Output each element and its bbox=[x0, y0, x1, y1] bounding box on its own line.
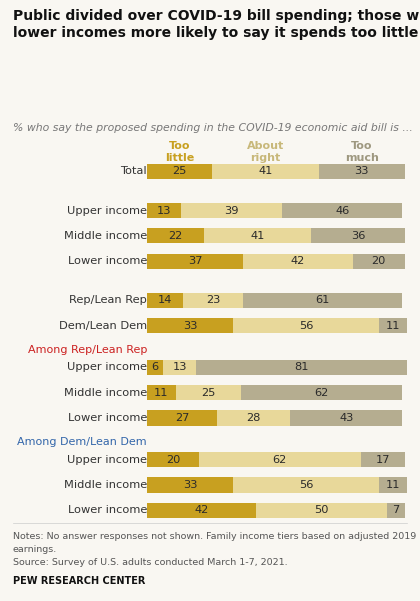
Text: Middle income: Middle income bbox=[64, 231, 147, 241]
Text: 39: 39 bbox=[224, 206, 239, 216]
Text: Rep/Lean Rep: Rep/Lean Rep bbox=[69, 295, 147, 305]
Bar bbox=[311, 228, 405, 243]
Text: 41: 41 bbox=[258, 166, 273, 177]
Bar bbox=[233, 477, 379, 493]
Text: 33: 33 bbox=[354, 166, 369, 177]
Text: 43: 43 bbox=[339, 413, 353, 423]
Text: 50: 50 bbox=[314, 505, 329, 515]
Bar bbox=[241, 385, 402, 400]
Bar bbox=[147, 502, 256, 518]
Bar bbox=[147, 318, 233, 333]
Text: 13: 13 bbox=[157, 206, 171, 216]
Text: 42: 42 bbox=[194, 505, 209, 515]
Bar bbox=[199, 452, 360, 467]
Text: Upper income: Upper income bbox=[67, 206, 147, 216]
Bar bbox=[147, 228, 204, 243]
Bar bbox=[386, 502, 405, 518]
Text: 41: 41 bbox=[250, 231, 265, 241]
Bar bbox=[147, 203, 181, 218]
Bar bbox=[217, 410, 290, 426]
Bar bbox=[243, 254, 353, 269]
Text: Total: Total bbox=[120, 166, 147, 177]
Bar bbox=[212, 164, 319, 179]
Bar bbox=[256, 502, 386, 518]
Bar bbox=[147, 452, 199, 467]
Text: 42: 42 bbox=[291, 256, 305, 266]
Bar bbox=[282, 203, 402, 218]
Text: 7: 7 bbox=[392, 505, 399, 515]
Bar bbox=[181, 203, 282, 218]
Text: 37: 37 bbox=[188, 256, 202, 266]
Text: 56: 56 bbox=[299, 321, 313, 331]
Text: 20: 20 bbox=[166, 455, 180, 465]
Bar bbox=[204, 228, 311, 243]
Text: 6: 6 bbox=[151, 362, 158, 373]
Text: Public divided over COVID-19 bill spending; those with
lower incomes more likely: Public divided over COVID-19 bill spendi… bbox=[13, 9, 420, 40]
Text: Among Dem/Lean Dem: Among Dem/Lean Dem bbox=[17, 437, 147, 447]
Text: 11: 11 bbox=[154, 388, 168, 398]
Bar bbox=[163, 360, 197, 375]
Bar bbox=[184, 293, 243, 308]
Text: Among Rep/Lean Rep: Among Rep/Lean Rep bbox=[28, 345, 147, 355]
Text: Lower income: Lower income bbox=[68, 413, 147, 423]
Text: Notes: No answer responses not shown. Family income tiers based on adjusted 2019: Notes: No answer responses not shown. Fa… bbox=[13, 532, 416, 541]
Bar bbox=[319, 164, 405, 179]
Text: 46: 46 bbox=[335, 206, 349, 216]
Bar bbox=[353, 254, 405, 269]
Text: 11: 11 bbox=[386, 321, 400, 331]
Bar bbox=[197, 360, 407, 375]
Text: earnings.: earnings. bbox=[13, 545, 57, 554]
Text: Source: Survey of U.S. adults conducted March 1-7, 2021.: Source: Survey of U.S. adults conducted … bbox=[13, 558, 287, 567]
Bar bbox=[147, 477, 233, 493]
Text: 33: 33 bbox=[183, 480, 197, 490]
Text: 20: 20 bbox=[372, 256, 386, 266]
Text: Lower income: Lower income bbox=[68, 505, 147, 515]
Text: % who say the proposed spending in the COVID-19 economic aid bill is ...: % who say the proposed spending in the C… bbox=[13, 123, 412, 133]
Bar bbox=[147, 360, 163, 375]
Text: 56: 56 bbox=[299, 480, 313, 490]
Bar bbox=[147, 254, 243, 269]
Bar bbox=[379, 318, 407, 333]
Bar bbox=[379, 477, 407, 493]
Text: Upper income: Upper income bbox=[67, 455, 147, 465]
Bar bbox=[243, 293, 402, 308]
Text: 14: 14 bbox=[158, 295, 173, 305]
Text: 11: 11 bbox=[386, 480, 400, 490]
Text: 22: 22 bbox=[168, 231, 183, 241]
Text: Middle income: Middle income bbox=[64, 388, 147, 398]
Bar bbox=[360, 452, 405, 467]
Text: 17: 17 bbox=[375, 455, 390, 465]
Bar bbox=[147, 293, 184, 308]
Text: 62: 62 bbox=[314, 388, 328, 398]
Bar bbox=[233, 318, 379, 333]
Text: Lower income: Lower income bbox=[68, 256, 147, 266]
Bar bbox=[176, 385, 241, 400]
Text: 81: 81 bbox=[295, 362, 309, 373]
Text: 25: 25 bbox=[172, 166, 187, 177]
Text: 36: 36 bbox=[351, 231, 365, 241]
Text: Dem/Lean Dem: Dem/Lean Dem bbox=[59, 321, 147, 331]
Text: 25: 25 bbox=[201, 388, 215, 398]
Text: About
right: About right bbox=[247, 141, 284, 163]
Text: 61: 61 bbox=[315, 295, 330, 305]
Text: 62: 62 bbox=[273, 455, 287, 465]
Text: 23: 23 bbox=[206, 295, 220, 305]
Text: PEW RESEARCH CENTER: PEW RESEARCH CENTER bbox=[13, 576, 145, 586]
Bar bbox=[290, 410, 402, 426]
Text: Too
much: Too much bbox=[345, 141, 379, 163]
Text: 28: 28 bbox=[247, 413, 261, 423]
Bar bbox=[147, 164, 212, 179]
Text: 13: 13 bbox=[172, 362, 187, 373]
Text: 33: 33 bbox=[183, 321, 197, 331]
Text: Middle income: Middle income bbox=[64, 480, 147, 490]
Bar bbox=[147, 410, 217, 426]
Bar bbox=[147, 385, 176, 400]
Text: 27: 27 bbox=[175, 413, 189, 423]
Text: Upper income: Upper income bbox=[67, 362, 147, 373]
Text: Too
little: Too little bbox=[165, 141, 194, 163]
